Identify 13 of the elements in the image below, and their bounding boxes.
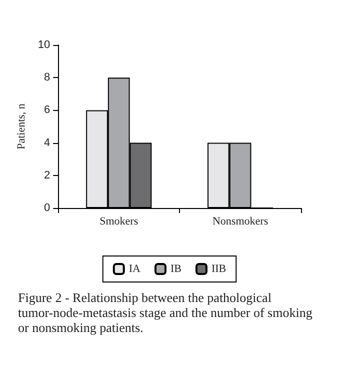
legend-label: IB — [170, 263, 182, 275]
y-tick-label: 2 — [44, 169, 50, 182]
x-tick-label: Nonsmokers — [212, 216, 268, 228]
y-tick-label: 4 — [44, 136, 50, 149]
y-tick-label: 6 — [44, 104, 50, 116]
y-axis-title: Patients, n — [16, 103, 28, 150]
x-tick-label: Smokers — [100, 216, 138, 228]
legend-label: IIB — [211, 263, 226, 275]
caption: Figure 2 - Relationship between the pathological tumor-node-metastasis stage and the number of smoking or nonsmoking patients. — [18, 290, 316, 335]
y-tick-label: 8 — [44, 72, 50, 84]
y-tick-label: 10 — [38, 39, 50, 51]
legend-label: IA — [128, 263, 141, 275]
y-tick-label: 0 — [44, 202, 50, 214]
